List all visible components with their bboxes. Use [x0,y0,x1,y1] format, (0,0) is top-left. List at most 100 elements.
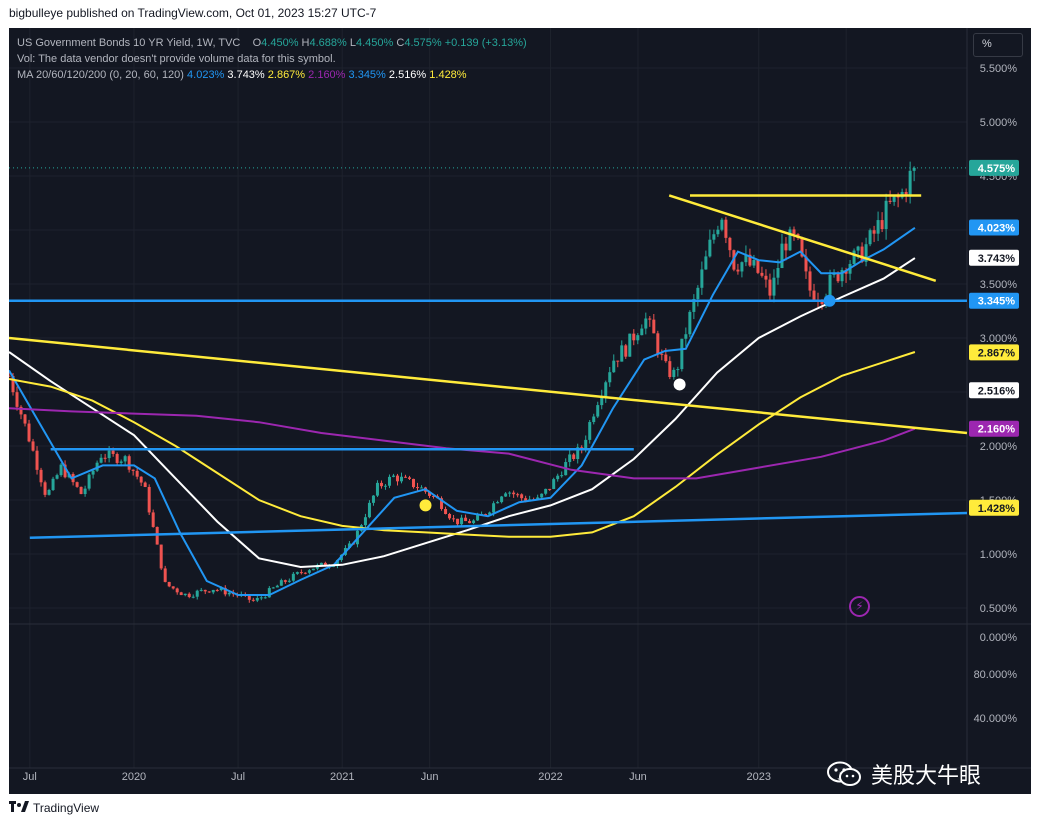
candle-body [403,476,407,478]
candle-body [904,191,908,195]
candle-body [151,512,155,527]
candle-body [143,482,147,487]
candle-body [772,277,776,296]
candle-body [31,441,35,451]
legend-low-value: 4.450% [356,37,394,49]
legend-volume-note: Vol: The data vendor doesn't provide vol… [17,53,336,65]
candle-body [103,457,107,459]
candle-body [876,220,880,234]
candle-body [800,237,804,257]
candle-body [792,229,796,235]
publisher-line: bigbulleye published on TradingView.com,… [9,6,377,20]
candle-body [716,229,720,235]
legend-open-value: 4.450% [261,37,299,49]
chart-canvas[interactable]: 5.500%5.000%4.500%3.500%3.000%2.500%2.00… [9,28,1031,794]
candle-body [588,422,592,440]
legend-ma-value: 1.428% [426,69,467,81]
candle-body [888,200,892,202]
x-tick-label: 2020 [122,771,146,783]
candle-body [660,353,664,355]
candle-body [768,279,772,296]
candle-body [488,512,492,515]
candle-body [19,406,23,415]
price-tag-label: 4.575% [978,163,1016,175]
candle-body [75,482,79,487]
candle-body [399,476,403,482]
candle-body [127,456,131,470]
candle-body [43,482,47,495]
candle-body [472,520,476,524]
candle-body [604,382,608,397]
candle-body [700,269,704,288]
candle-body [540,493,544,498]
candle-body [572,454,576,460]
legend-ma-value: 3.345% [345,69,386,81]
candle-body [199,589,203,591]
candle-body [896,196,900,198]
candle-body [892,196,896,202]
candle-body [880,220,884,230]
price-tag [969,292,1019,309]
candle-body [544,488,548,494]
candle-body [856,246,860,251]
tradingview-logo-icon [9,800,29,816]
candle-body [632,333,636,341]
candle-body [808,271,812,291]
candle-body [167,581,171,587]
footer-brand-label: TradingView [33,801,100,815]
candle-body [484,514,488,516]
candle-body [55,475,59,479]
candle-body [452,518,456,520]
legend-symbol-row: US Government Bonds 10 YR Yield, 1W, TVC… [17,36,527,50]
candle-body [119,461,123,463]
candle-body [836,272,840,282]
candle-body [171,586,175,589]
candle-body [820,300,824,305]
candle-body [524,498,528,501]
unit-button[interactable]: % [973,33,1023,57]
y-tick-label: 3.000% [980,333,1018,345]
candle-body [508,492,512,494]
candle-body [412,478,416,488]
candle-body [756,260,760,273]
candle-body [616,360,620,362]
candle-body [496,502,500,504]
candle-body [163,568,167,582]
lower-pane-tick-label: 40.000% [974,713,1018,725]
candle-body [912,167,916,171]
candle-body [15,392,19,407]
price-tag-label: 3.345% [978,296,1016,308]
candle-body [263,597,267,599]
lower-pane-tick-label: 0.000% [980,632,1018,644]
candle-body [884,200,888,230]
candle-body [387,476,391,486]
candle-body [347,543,351,549]
candle-body [736,269,740,272]
candle-body [63,464,67,478]
candle-body [596,405,600,417]
candle-body [780,243,784,269]
lightning-icon[interactable]: ⚡ [849,596,870,617]
candle-body [175,588,179,593]
candle-body [379,482,383,487]
price-tag-label: 1.428% [978,503,1016,515]
marker-dot [673,378,686,391]
candle-body [804,256,808,272]
footer-brand[interactable]: TradingView [9,798,99,818]
candle-body [203,589,207,592]
price-tag-label: 3.743% [978,253,1016,265]
candle-body [83,488,87,495]
chart-area[interactable]: 5.500%5.000%4.500%3.500%3.000%2.500%2.00… [9,28,1031,794]
x-tick-label: 2023 [746,771,770,783]
candle-body [219,587,223,591]
legend-ma-values: 4.023% 3.743% 2.867% 2.160% 3.345% 2.516… [187,69,467,81]
legend-ma-label: MA 20/60/120/200 (0, 20, 60, 120) [17,69,184,81]
candle-body [223,587,227,595]
candle-body [395,475,399,482]
y-tick-label: 0.500% [980,603,1018,615]
candle-body [367,502,371,518]
candle-body [696,287,700,300]
x-tick-label: Jun [421,771,439,783]
y-tick-label: 1.000% [980,549,1018,561]
candle-body [872,230,876,234]
